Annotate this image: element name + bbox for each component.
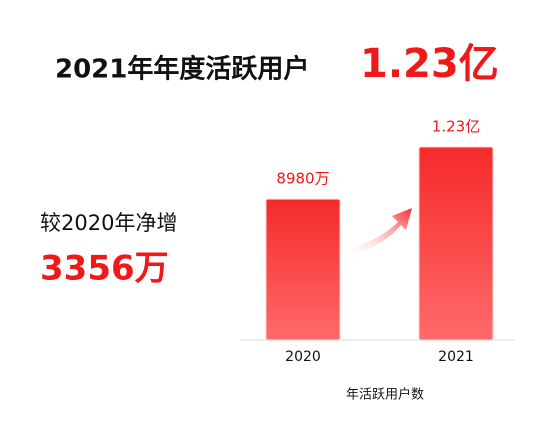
bar <box>265 198 341 341</box>
x-axis-label: 年活跃用户数 <box>346 387 424 403</box>
x-tick-label: 2020 <box>285 349 321 365</box>
title-highlight: 1.23亿 <box>360 41 499 87</box>
bar <box>418 146 494 341</box>
chart-title: 2021年年度活跃用户 <box>55 54 309 85</box>
value-label: 8980万 <box>276 170 329 188</box>
annotation-value: 3356万 <box>40 249 169 289</box>
annotation: 较2020年净增 <box>40 211 177 235</box>
growth-arrow <box>350 208 412 254</box>
value-label: 1.23亿 <box>432 118 480 136</box>
x-tick-label: 2021 <box>438 349 474 365</box>
